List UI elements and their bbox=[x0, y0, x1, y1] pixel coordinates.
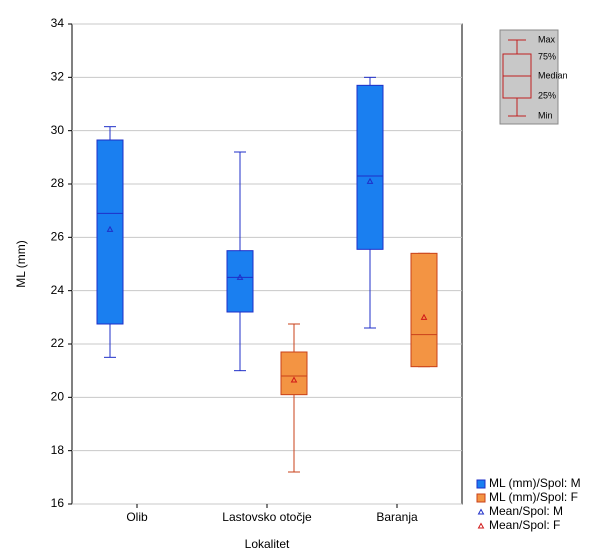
box-key-label: Min bbox=[538, 110, 553, 120]
y-tick-label: 34 bbox=[51, 16, 65, 30]
legend-label: Mean/Spol: M bbox=[489, 504, 563, 518]
box-key-label: 25% bbox=[538, 90, 556, 100]
legend-mean-marker bbox=[477, 522, 485, 529]
y-tick-label: 16 bbox=[51, 496, 65, 510]
y-tick-label: 30 bbox=[51, 123, 65, 137]
y-tick-label: 28 bbox=[51, 176, 65, 190]
y-axis-label: ML (mm) bbox=[14, 240, 28, 288]
x-tick-label: Baranja bbox=[376, 510, 418, 524]
box bbox=[410, 252, 438, 368]
plot-frame bbox=[71, 23, 463, 505]
x-tick-label: Lastovsko otočje bbox=[222, 510, 312, 524]
legend-label: ML (mm)/Spol: F bbox=[489, 490, 578, 504]
legend-label: ML (mm)/Spol: M bbox=[489, 476, 581, 490]
box bbox=[356, 84, 384, 250]
y-tick-label: 20 bbox=[51, 390, 65, 404]
box-key-label: Median bbox=[538, 70, 568, 80]
mean-marker bbox=[366, 177, 374, 184]
legend-swatch bbox=[476, 479, 486, 489]
legend-label: Mean/Spol: F bbox=[489, 518, 560, 532]
mean-marker bbox=[236, 273, 244, 280]
y-tick-label: 24 bbox=[51, 283, 65, 297]
x-axis-label: Lokalitet bbox=[245, 537, 290, 551]
y-tick-label: 26 bbox=[51, 230, 65, 244]
x-tick-label: Olib bbox=[126, 510, 148, 524]
box bbox=[280, 351, 308, 396]
box-key-label: Max bbox=[538, 34, 556, 44]
y-tick-label: 32 bbox=[51, 70, 65, 84]
mean-marker bbox=[290, 376, 298, 383]
mean-marker bbox=[106, 225, 114, 232]
legend-swatch bbox=[476, 493, 486, 503]
legend-mean-marker bbox=[477, 508, 485, 515]
y-tick-label: 22 bbox=[51, 336, 65, 350]
box-key-icon bbox=[502, 39, 532, 117]
box bbox=[226, 250, 254, 313]
box-key-label: 75% bbox=[538, 51, 556, 61]
box bbox=[96, 139, 124, 325]
y-tick-label: 18 bbox=[51, 443, 65, 457]
mean-marker bbox=[420, 313, 428, 320]
box-key-panel bbox=[499, 29, 559, 125]
